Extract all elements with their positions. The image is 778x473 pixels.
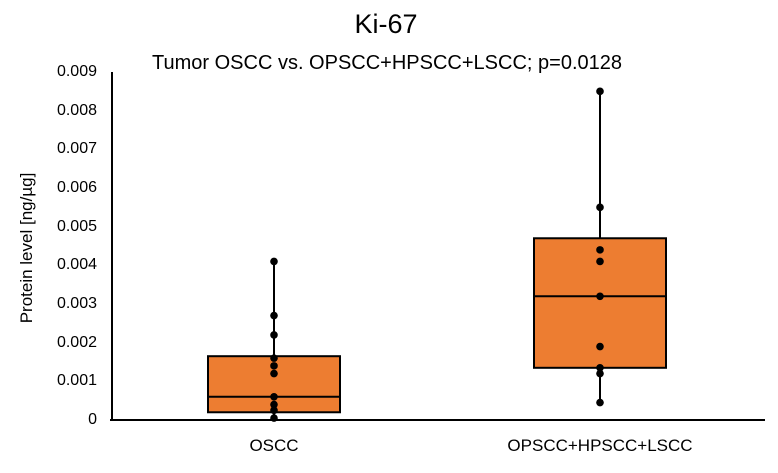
- data-point: [270, 414, 278, 422]
- data-point: [596, 257, 604, 266]
- data-point: [596, 364, 604, 372]
- y-tick-label: 0.002: [56, 333, 97, 351]
- y-tick-label: 0.009: [56, 63, 97, 80]
- data-point: [270, 354, 278, 362]
- y-tick-label: 0: [88, 411, 97, 428]
- y-tick-label: 0.008: [56, 101, 97, 119]
- data-point: [270, 311, 278, 320]
- data-point: [596, 342, 604, 351]
- data-point: [596, 292, 604, 301]
- data-point: [270, 369, 278, 378]
- chart-subtitle: Tumor OSCC vs. OPSCC+HPSCC+LSCC; p=0.012…: [152, 52, 622, 74]
- x-category-label-oscc: OSCC: [249, 436, 299, 455]
- y-tick-label: 0.005: [56, 217, 97, 235]
- data-point: [270, 406, 278, 415]
- data-point: [270, 400, 278, 409]
- data-point: [270, 257, 278, 266]
- data-point: [270, 393, 278, 401]
- data-point: [596, 203, 604, 212]
- data-point: [270, 362, 278, 370]
- y-tick-label: 0.006: [56, 179, 97, 196]
- data-point: [596, 398, 604, 407]
- chart-title: Ki-67: [354, 9, 418, 39]
- data-point: [596, 369, 604, 378]
- data-point: [596, 87, 604, 96]
- data-point: [596, 246, 604, 254]
- y-tick-label: 0.001: [56, 372, 97, 390]
- x-category-label-opscc-hpscc-lscc: OPSCC+HPSCC+LSCC: [507, 436, 693, 455]
- y-tick-label: 0.007: [56, 140, 97, 158]
- y-tick-label: 0.004: [56, 256, 97, 274]
- y-tick-label: 0.003: [56, 295, 97, 312]
- data-point: [270, 331, 278, 339]
